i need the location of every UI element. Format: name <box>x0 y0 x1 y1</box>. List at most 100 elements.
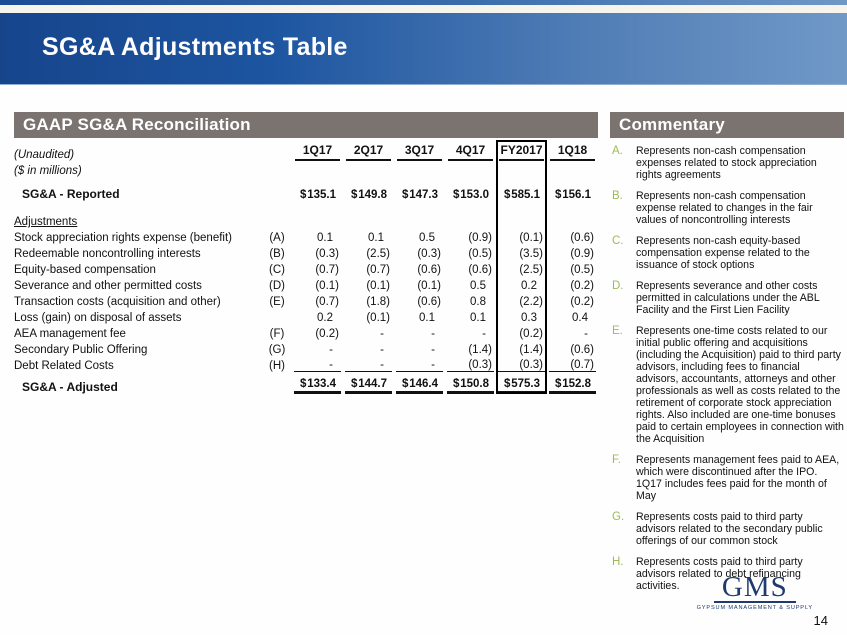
value-cell: 0.1 <box>445 308 496 324</box>
commentary-letter: G. <box>612 511 625 523</box>
cell-value: (0.5) <box>468 248 492 260</box>
column-header: 1Q17 <box>295 143 340 161</box>
cell-value: (1.4) <box>468 344 492 356</box>
commentary-item: E. Represents one-time costs related to o… <box>612 325 844 445</box>
reconciliation-section: GAAP SG&A Reconciliation (Unaudited) 1Q17… <box>14 112 598 394</box>
cell-value: (0.2) <box>519 328 543 340</box>
cell-value: 0.2 <box>317 312 333 324</box>
row-label-cell: Equity-based compensation <box>14 260 262 276</box>
row-label-cell: Debt Related Costs <box>14 356 262 372</box>
spacer-row <box>14 201 598 210</box>
amount: 152.8 <box>562 378 591 390</box>
adjustment-row: AEA management fee (F) (0.2) - - - (0.2) - <box>14 324 598 340</box>
unaudited-note: (Unaudited) <box>14 149 75 161</box>
cell-value: $147.3 <box>396 189 443 201</box>
amount: 133.4 <box>307 378 336 390</box>
reconciliation-table: (Unaudited) 1Q17 2Q17 3Q17 4Q17 FY2017 1Q18 ($ … <box>14 140 598 394</box>
adjusted-row: SG&A - Adjusted $133.4 $144.7 $146.4 $150.8 $… <box>14 372 598 394</box>
value-cell: $135.1 <box>292 177 343 201</box>
value-cell: $575.3 <box>496 372 547 394</box>
value-cell: (0.2) <box>496 324 547 340</box>
value-cell: 0.8 <box>445 292 496 308</box>
row-letter-cell: (G) <box>268 344 286 356</box>
commentary-letter: D. <box>612 280 624 292</box>
row-label-cell: SG&A - Reported <box>14 177 262 201</box>
dollar-sign: $ <box>504 378 511 390</box>
dollar-sign: $ <box>300 189 307 201</box>
dollar-sign: $ <box>402 378 409 390</box>
value-cell: (0.1) <box>292 276 343 292</box>
cell-value: - <box>431 328 435 340</box>
commentary-letter: H. <box>612 556 624 568</box>
cell-value: (0.3) <box>417 248 441 260</box>
column-header-cell: FY2017 <box>496 140 547 161</box>
amount: 153.0 <box>460 189 489 201</box>
value-cell: $156.1 <box>547 177 598 201</box>
title-bar: SG&A Adjustments Table <box>0 13 847 85</box>
dollar-sign: $ <box>453 189 460 201</box>
value-cell: (0.2) <box>547 292 598 308</box>
row-letter-cell: (F) <box>269 328 285 340</box>
cell-value: $149.8 <box>345 189 392 201</box>
adjustment-label: AEA management fee <box>14 328 126 340</box>
cell-value: $144.7 <box>345 378 392 394</box>
dollar-sign: $ <box>402 189 409 201</box>
cell-value: 0.8 <box>470 296 486 308</box>
cell-value: (0.6) <box>570 344 594 356</box>
amount: 144.7 <box>358 378 387 390</box>
value-cell: 0.2 <box>292 308 343 324</box>
value-cell <box>496 161 547 177</box>
commentary-item: B. Represents non-cash compensation expen… <box>612 190 844 226</box>
commentary-text: Represents non-cash compensation expense… <box>636 190 813 226</box>
adjustment-row: Redeemable noncontrolling interests (B) (0… <box>14 244 598 260</box>
commentary-item: A. Represents non-cash compensation expen… <box>612 145 844 181</box>
cell-value: (0.3) <box>447 359 494 372</box>
amount: 147.3 <box>409 189 438 201</box>
adjustment-label: Loss (gain) on disposal of assets <box>14 312 182 324</box>
row-label-cell: Secondary Public Offering <box>14 340 262 356</box>
page-number: 14 <box>813 613 828 628</box>
top-gap-strip <box>0 5 847 13</box>
amount: 150.8 <box>460 378 489 390</box>
slide-title: SG&A Adjustments Table <box>42 33 348 61</box>
row-letter-cell <box>262 308 292 324</box>
cell-value: $156.1 <box>549 189 596 201</box>
gms-logo-subtext: GYPSUM MANAGEMENT & SUPPLY <box>696 605 813 611</box>
gms-logo-text: GMS <box>713 573 796 603</box>
cell-value: - <box>584 328 588 340</box>
value-cell <box>496 201 547 210</box>
cell-value: - <box>396 359 443 372</box>
adjustment-label: Secondary Public Offering <box>14 344 148 356</box>
value-cell: - <box>343 340 394 356</box>
value-cell: (0.3) <box>445 356 496 372</box>
value-cell <box>445 161 496 177</box>
dollar-sign: $ <box>351 189 358 201</box>
dollar-sign: $ <box>300 378 307 390</box>
cell-value: (0.1) <box>366 312 390 324</box>
value-cell: (3.5) <box>496 244 547 260</box>
value-cell: (0.6) <box>547 340 598 356</box>
cell-value: (0.2) <box>315 328 339 340</box>
cell-value: (0.7) <box>366 264 390 276</box>
commentary-text: Represents management fees paid to AEA, … <box>636 454 840 502</box>
cell-value: $133.4 <box>294 378 341 394</box>
adjustments-heading-row: Adjustments <box>14 210 598 228</box>
value-cell: (0.1) <box>343 276 394 292</box>
value-cell <box>547 161 598 177</box>
cell-value: (0.5) <box>570 264 594 276</box>
value-cell <box>343 161 394 177</box>
cell-value: (0.9) <box>570 248 594 260</box>
commentary-item: H. Represents costs paid to third party a… <box>612 556 844 592</box>
cell-value: (0.1) <box>417 280 441 292</box>
value-cell: (1.8) <box>343 292 394 308</box>
value-cell <box>547 210 598 228</box>
column-header-cell: 1Q17 <box>292 140 343 161</box>
value-cell: $146.4 <box>394 372 445 394</box>
adjustment-label: Redeemable noncontrolling interests <box>14 248 201 260</box>
row-label-cell: SG&A - Adjusted <box>14 372 262 394</box>
cell-value: 0.2 <box>521 280 537 292</box>
value-cell: 0.2 <box>496 276 547 292</box>
reported-row: SG&A - Reported $135.1 $149.8 $147.3 $153.0 $… <box>14 177 598 201</box>
row-label-cell: (Unaudited) <box>14 140 262 161</box>
gms-logo: GMS GYPSUM MANAGEMENT & SUPPLY <box>696 573 813 612</box>
